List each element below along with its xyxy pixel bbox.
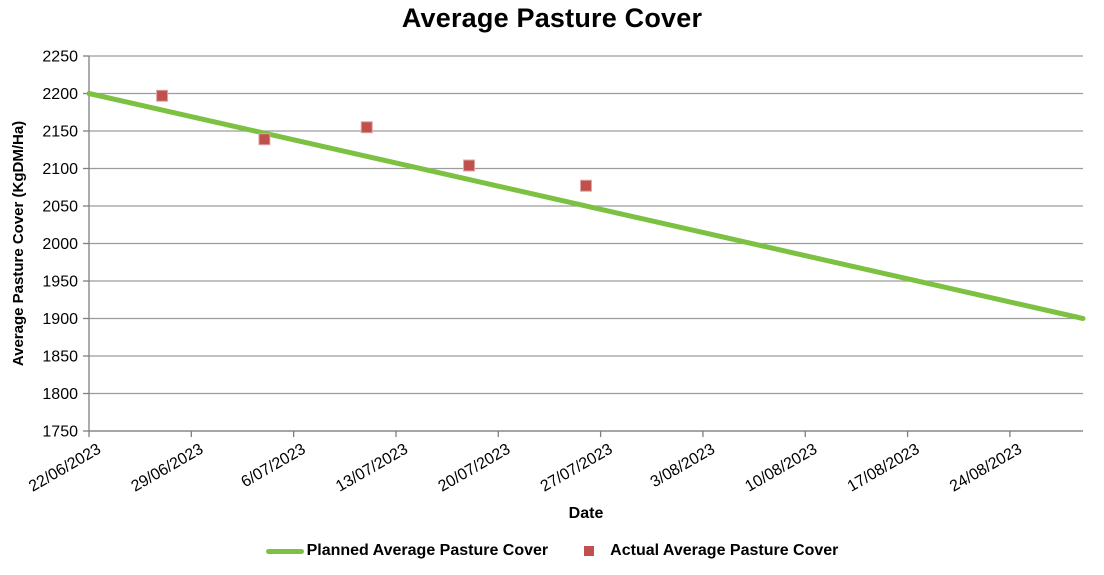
y-axis-tick-label: 1900 — [42, 311, 78, 328]
legend-item-planned: Planned Average Pasture Cover — [265, 542, 549, 560]
x-axis-tick-label: 22/06/2023 — [26, 441, 104, 496]
chart-title: Average Pasture Cover — [401, 3, 703, 33]
planned-line — [86, 91, 1086, 321]
legend: Planned Average Pasture Cover Actual Ave… — [0, 540, 1104, 562]
x-axis-tick-label: 29/06/2023 — [128, 441, 206, 496]
x-axis-tick-label: 10/08/2023 — [742, 441, 820, 496]
x-axis-tick-label: 20/07/2023 — [435, 441, 513, 496]
actual-point-marker — [156, 89, 169, 102]
actual-point-marker — [580, 179, 592, 192]
y-axis-tick-label: 2200 — [42, 86, 78, 103]
y-axis-tick-label: 1850 — [42, 349, 78, 366]
legend-item-actual: Actual Average Pasture Cover — [584, 542, 838, 560]
y-axis-tick-label: 2250 — [42, 49, 78, 66]
x-axis-tick-label: 27/07/2023 — [538, 441, 616, 496]
x-axis-tick-label: 17/08/2023 — [845, 441, 923, 496]
actual-point-marker — [463, 159, 476, 172]
y-axis-tick-label: 1750 — [42, 424, 78, 441]
legend-label-actual: Actual Average Pasture Cover — [610, 542, 839, 559]
actual-point-marker — [258, 133, 271, 146]
x-axis-tick-label: 13/07/2023 — [333, 441, 411, 496]
y-axis-tick-label: 1800 — [42, 386, 78, 403]
legend-label-planned: Planned Average Pasture Cover — [306, 542, 549, 559]
actual-marker-swatch — [584, 546, 595, 556]
actual-point-marker — [360, 121, 373, 134]
y-axis-tick-label: 2100 — [42, 161, 78, 178]
planned-line-swatch — [265, 548, 304, 554]
y-axis-tick-label: 2000 — [42, 236, 78, 253]
x-axis-tick-label: 3/08/2023 — [648, 441, 718, 491]
x-axis-tick-label: 24/08/2023 — [947, 441, 1025, 496]
x-axis-title: Date — [568, 505, 604, 522]
x-axis-tick-label: 6/07/2023 — [238, 441, 308, 491]
y-axis-tick-label: 1950 — [42, 274, 78, 291]
y-axis-tick-label: 2150 — [42, 124, 78, 141]
y-axis-tick-label: 2050 — [42, 199, 78, 216]
